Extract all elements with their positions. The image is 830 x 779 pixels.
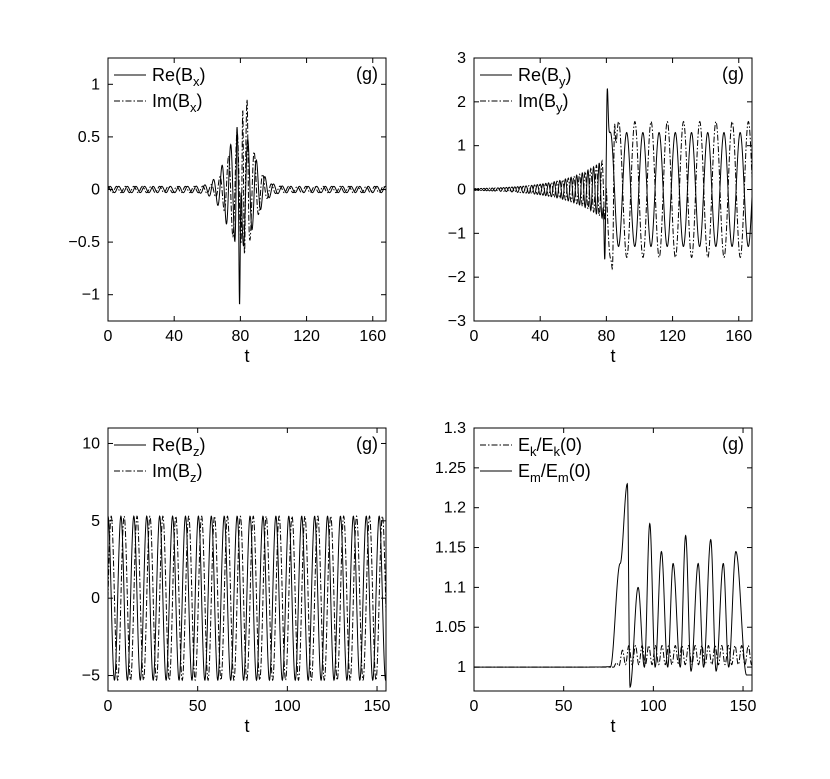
y-tick-label: 3	[457, 50, 466, 67]
panel-top-right: 0 40 80 120 160 −3 −2 −1 0 1 2 3 t (g) Re(By)Im(By)	[448, 50, 753, 366]
x-tick-label: 80	[597, 328, 615, 345]
legend-entry-2: Em/Em(0)	[518, 461, 591, 485]
y-tick-label: 1	[91, 76, 100, 93]
x-tick-label: 150	[730, 698, 757, 715]
panel-tag: (g)	[356, 434, 378, 454]
x-tick-label: 0	[470, 698, 479, 715]
y-tick-label: 10	[82, 435, 100, 452]
y-tick-label: −3	[448, 313, 466, 330]
y-tick-label: −1	[82, 287, 100, 304]
x-tick-label: 40	[165, 328, 183, 345]
x-tick-label: 40	[531, 328, 549, 345]
y-tick-label: 0	[457, 182, 466, 199]
y-tick-label: −0.5	[68, 234, 100, 251]
x-tick-label: 0	[104, 698, 113, 715]
y-tick-label: 1.05	[435, 619, 466, 636]
x-axis-label: t	[244, 716, 249, 736]
x-tick-label: 100	[640, 698, 667, 715]
series-line-2	[474, 120, 752, 271]
x-tick-label: 0	[104, 328, 113, 345]
legend-entry-1: Ek/Ek(0)	[518, 435, 582, 459]
panel-tag: (g)	[722, 64, 744, 84]
x-tick-label: 160	[359, 328, 386, 345]
y-tick-label: −5	[82, 668, 100, 685]
series-line-1	[474, 88, 752, 260]
y-tick-label: −1	[448, 225, 466, 242]
y-tick-label: 0.5	[78, 129, 100, 146]
y-tick-label: 0	[91, 590, 100, 607]
x-tick-label: 160	[725, 328, 752, 345]
y-tick-label: −2	[448, 269, 466, 286]
series-line-2	[474, 482, 752, 689]
x-tick-label: 120	[659, 328, 686, 345]
axes-frame	[107, 427, 387, 692]
x-tick-label: 120	[293, 328, 320, 345]
y-tick-label: 1.15	[435, 540, 466, 557]
series-line-1	[108, 515, 386, 682]
x-tick-label: 150	[364, 698, 391, 715]
legend-entry-1: Re(By)	[518, 65, 572, 89]
y-tick-label: 5	[91, 513, 100, 530]
legend-entry-2: Im(Bx)	[152, 91, 203, 115]
legend-entry-2: Im(By)	[518, 91, 569, 115]
x-axis-label: t	[610, 716, 615, 736]
x-tick-label: 50	[555, 698, 573, 715]
x-axis-label: t	[244, 346, 249, 366]
y-tick-label: 1.2	[444, 500, 466, 517]
legend-entry-2: Im(Bz)	[152, 461, 203, 485]
series-line-1	[108, 127, 386, 305]
y-tick-label: 2	[457, 94, 466, 111]
series-line-2	[108, 99, 386, 255]
panel-bottom-right: 0 50 100 150 1 1.05 1.1 1.15 1.2 1.25 1.3 t (g) Ek/Ek…	[435, 420, 757, 736]
x-tick-label: 0	[470, 328, 479, 345]
panel-top-left: 0 40 80 120 160 −1 −0.5 0 0.5 1 t (g) Re(Bx)Im(Bx)	[68, 57, 387, 366]
series-line-2	[108, 515, 386, 682]
y-tick-label: 1	[457, 138, 466, 155]
y-tick-label: 1	[457, 659, 466, 676]
y-tick-label: 1.1	[444, 579, 466, 596]
x-axis-label: t	[610, 346, 615, 366]
x-tick-label: 100	[274, 698, 301, 715]
x-tick-label: 80	[231, 328, 249, 345]
panel-tag: (g)	[722, 434, 744, 454]
axes-frame	[473, 427, 753, 692]
x-tick-label: 50	[189, 698, 207, 715]
legend-entry-1: Re(Bz)	[152, 435, 206, 459]
y-tick-label: 1.25	[435, 460, 466, 477]
panel-tag: (g)	[356, 64, 378, 84]
y-tick-label: 1.3	[444, 420, 466, 437]
legend-entry-1: Re(Bx)	[152, 65, 206, 89]
y-tick-label: 0	[91, 182, 100, 199]
